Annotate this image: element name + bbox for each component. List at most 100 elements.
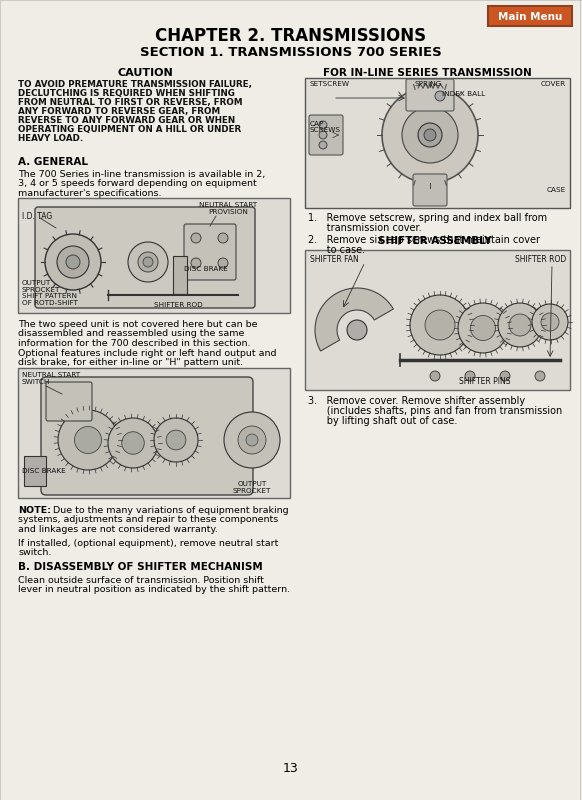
Text: OPERATING EQUIPMENT ON A HILL OR UNDER: OPERATING EQUIPMENT ON A HILL OR UNDER — [18, 125, 242, 134]
Circle shape — [498, 303, 542, 347]
Text: 3.   Remove cover. Remove shifter assembly: 3. Remove cover. Remove shifter assembly — [308, 396, 525, 406]
Circle shape — [430, 371, 440, 381]
Text: SHIFTER PINS: SHIFTER PINS — [459, 377, 511, 386]
Circle shape — [138, 252, 158, 272]
Text: OUTPUT
SPROCKET: OUTPUT SPROCKET — [233, 481, 271, 494]
Text: If installed, (optional equipment), remove neutral start: If installed, (optional equipment), remo… — [18, 538, 278, 547]
Circle shape — [535, 371, 545, 381]
FancyBboxPatch shape — [35, 207, 255, 308]
Text: 3, 4 or 5 speeds forward depending on equipment: 3, 4 or 5 speeds forward depending on eq… — [18, 179, 257, 189]
Text: transmission cover.: transmission cover. — [308, 223, 421, 233]
Text: OUTPUT
SPROCKET: OUTPUT SPROCKET — [22, 280, 61, 293]
Text: disk brake, for either in-line or "H" pattern unit.: disk brake, for either in-line or "H" pa… — [18, 358, 243, 367]
Bar — [24, 456, 46, 486]
Text: Main Menu: Main Menu — [498, 11, 562, 22]
Circle shape — [509, 314, 531, 336]
Text: SECTION 1. TRANSMISSIONS 700 SERIES: SECTION 1. TRANSMISSIONS 700 SERIES — [140, 46, 442, 59]
Text: I.D. TAG: I.D. TAG — [22, 212, 52, 221]
Text: NOTE:: NOTE: — [18, 506, 51, 515]
Circle shape — [319, 121, 327, 129]
Bar — [18, 368, 290, 498]
Circle shape — [425, 310, 455, 340]
Text: DISC BRAKE: DISC BRAKE — [184, 266, 228, 272]
Circle shape — [470, 315, 495, 341]
Text: DISC BRAKE: DISC BRAKE — [22, 468, 66, 474]
Text: and linkages are not considered warranty.: and linkages are not considered warranty… — [18, 525, 218, 534]
Circle shape — [418, 123, 442, 147]
Circle shape — [122, 432, 144, 454]
Text: The two speed unit is not covered here but can be: The two speed unit is not covered here b… — [18, 320, 257, 329]
Text: switch.: switch. — [18, 548, 51, 557]
Circle shape — [541, 313, 559, 331]
Circle shape — [166, 430, 186, 450]
Text: INDEX BALL: INDEX BALL — [442, 91, 485, 97]
Circle shape — [410, 295, 470, 355]
Text: SHIFTER ROD: SHIFTER ROD — [154, 302, 203, 308]
FancyBboxPatch shape — [309, 115, 343, 155]
Text: A. GENERAL: A. GENERAL — [18, 157, 88, 167]
FancyBboxPatch shape — [488, 6, 572, 26]
Text: REVERSE TO ANY FORWARD GEAR OR WHEN: REVERSE TO ANY FORWARD GEAR OR WHEN — [18, 116, 235, 125]
Text: HEAVY LOAD.: HEAVY LOAD. — [18, 134, 83, 143]
Text: The 700 Series in-line transmission is available in 2,: The 700 Series in-line transmission is a… — [18, 170, 265, 179]
Circle shape — [58, 410, 118, 470]
Circle shape — [532, 304, 568, 340]
FancyBboxPatch shape — [41, 377, 253, 495]
Text: FROM NEUTRAL TO FIRST OR REVERSE, FROM: FROM NEUTRAL TO FIRST OR REVERSE, FROM — [18, 98, 243, 107]
Circle shape — [143, 257, 153, 267]
Text: manufacturer's specifications.: manufacturer's specifications. — [18, 189, 161, 198]
Text: B. DISASSEMBLY OF SHIFTER MECHANISM: B. DISASSEMBLY OF SHIFTER MECHANISM — [18, 562, 262, 572]
Text: 13: 13 — [283, 762, 299, 775]
Text: SHIFTER ASSEMBLY: SHIFTER ASSEMBLY — [378, 236, 492, 246]
Text: SHIFT PATTERN
OF ROTD-SHIFT: SHIFT PATTERN OF ROTD-SHIFT — [22, 293, 78, 306]
Circle shape — [465, 371, 475, 381]
Circle shape — [319, 141, 327, 149]
Circle shape — [191, 233, 201, 243]
Circle shape — [218, 233, 228, 243]
Circle shape — [347, 320, 367, 340]
Circle shape — [458, 303, 508, 353]
Text: NEUTRAL START
SWITCH: NEUTRAL START SWITCH — [22, 372, 80, 385]
Circle shape — [154, 418, 198, 462]
FancyBboxPatch shape — [184, 224, 236, 280]
Circle shape — [191, 258, 201, 268]
Circle shape — [108, 418, 158, 468]
Text: SHIFTER ROD: SHIFTER ROD — [514, 255, 566, 264]
Text: disassembled and reassembled using the same: disassembled and reassembled using the s… — [18, 330, 244, 338]
Circle shape — [246, 434, 258, 446]
Text: systems, adjustments and repair to these components: systems, adjustments and repair to these… — [18, 515, 278, 525]
Text: TO AVOID PREMATURE TRANSMISSION FAILURE,: TO AVOID PREMATURE TRANSMISSION FAILURE, — [18, 80, 252, 89]
Circle shape — [74, 426, 101, 454]
Circle shape — [238, 426, 266, 454]
Circle shape — [45, 234, 101, 290]
Text: 1.   Remove setscrew, spring and index ball from: 1. Remove setscrew, spring and index bal… — [308, 213, 547, 223]
Text: information for the 700 described in this section.: information for the 700 described in thi… — [18, 339, 250, 348]
Text: DECLUTCHING IS REQUIRED WHEN SHIFTING: DECLUTCHING IS REQUIRED WHEN SHIFTING — [18, 89, 235, 98]
FancyBboxPatch shape — [46, 382, 92, 421]
Circle shape — [319, 131, 327, 139]
Text: (includes shafts, pins and fan from transmission: (includes shafts, pins and fan from tran… — [308, 406, 562, 416]
Text: CAUTION: CAUTION — [117, 68, 173, 78]
Circle shape — [57, 246, 89, 278]
FancyBboxPatch shape — [413, 174, 447, 206]
FancyBboxPatch shape — [406, 79, 454, 111]
Text: COVER: COVER — [541, 81, 566, 87]
Text: CASE: CASE — [546, 187, 566, 193]
Text: by lifting shaft out of case.: by lifting shaft out of case. — [308, 416, 457, 426]
Text: Due to the many variations of equipment braking: Due to the many variations of equipment … — [50, 506, 289, 515]
Bar — [173, 256, 187, 294]
Circle shape — [224, 412, 280, 468]
Text: NEUTRAL START
PROVISION: NEUTRAL START PROVISION — [199, 202, 257, 215]
Text: CHAPTER 2. TRANSMISSIONS: CHAPTER 2. TRANSMISSIONS — [155, 27, 427, 45]
Text: SHIFTER FAN: SHIFTER FAN — [310, 255, 359, 264]
Text: ANY FORWARD TO REVERSE GEAR, FROM: ANY FORWARD TO REVERSE GEAR, FROM — [18, 107, 220, 116]
Text: CAP
SCREWS: CAP SCREWS — [310, 121, 341, 134]
Bar — [305, 78, 570, 208]
Circle shape — [500, 371, 510, 381]
Circle shape — [66, 255, 80, 269]
Circle shape — [402, 107, 458, 163]
Circle shape — [218, 258, 228, 268]
Text: FOR IN-LINE SERIES TRANSMISSION: FOR IN-LINE SERIES TRANSMISSION — [322, 68, 531, 78]
Text: lever in neutral position as indicated by the shift pattern.: lever in neutral position as indicated b… — [18, 586, 290, 594]
Bar — [18, 198, 290, 313]
